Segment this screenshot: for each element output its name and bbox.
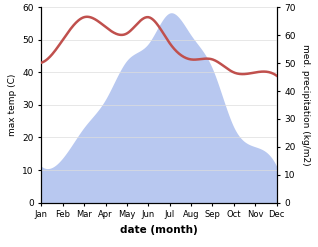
X-axis label: date (month): date (month) — [120, 225, 198, 235]
Y-axis label: med. precipitation (kg/m2): med. precipitation (kg/m2) — [301, 44, 310, 166]
Y-axis label: max temp (C): max temp (C) — [8, 74, 17, 136]
